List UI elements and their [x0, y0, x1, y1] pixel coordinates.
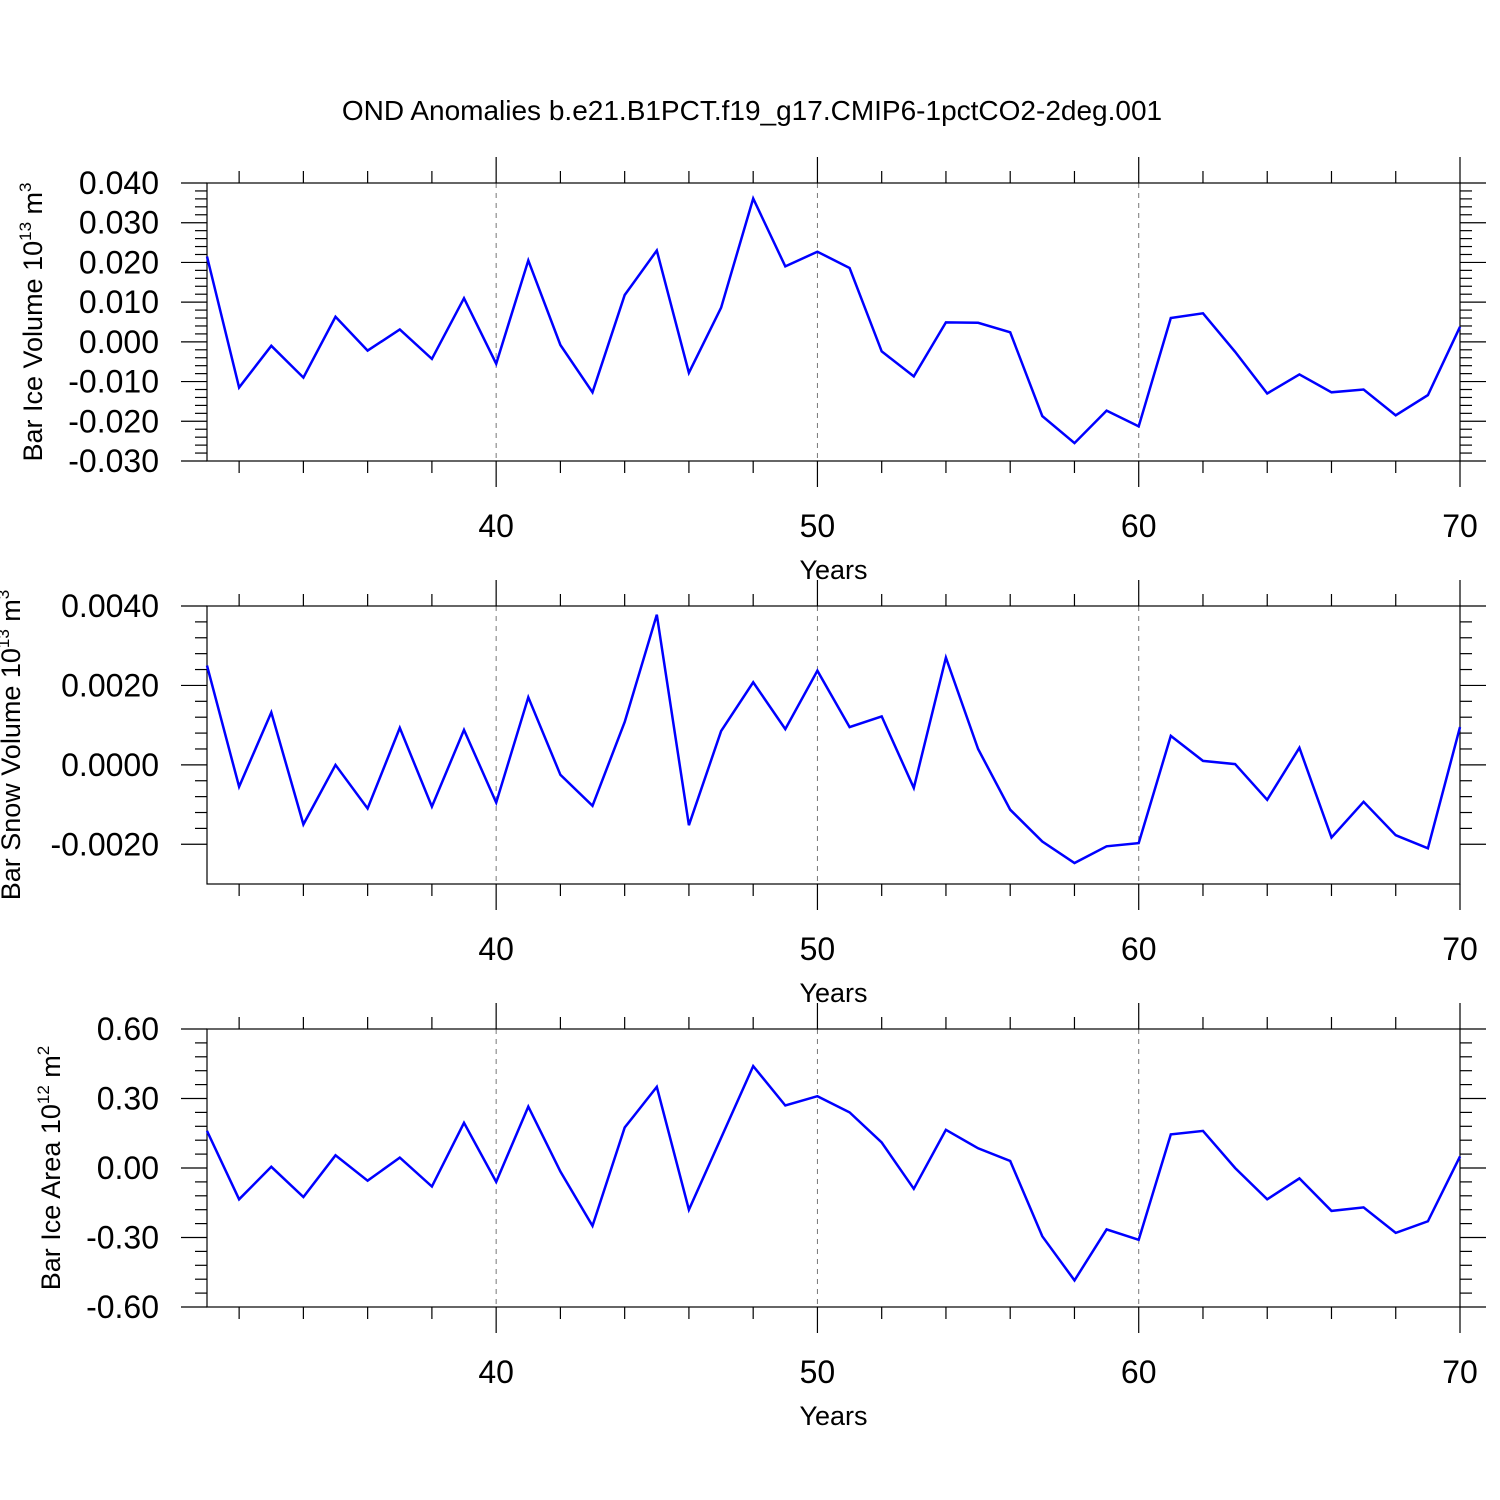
y-tick-label: -0.030 [68, 443, 159, 479]
x-tick-label: 70 [1442, 1354, 1478, 1390]
y-tick-label: -0.60 [86, 1289, 159, 1325]
x-tick-label: 70 [1442, 508, 1478, 544]
series-line-1 [205, 194, 1462, 445]
x-tick-label: 40 [478, 931, 514, 967]
y-tick-label: -0.0020 [50, 826, 159, 862]
x-tick-label: 50 [800, 1354, 836, 1390]
y-tick-label: 0.020 [79, 244, 159, 280]
y-tick-label: 0.000 [79, 324, 159, 360]
series-line-1 [205, 614, 1462, 865]
plot-frame [206, 182, 1461, 462]
x-tick-label: 70 [1442, 931, 1478, 967]
x-tick-label: 40 [478, 1354, 514, 1390]
y-tick-label: 0.010 [79, 284, 159, 320]
y-axis-title: Bar Snow Volume 1013 m3 [0, 590, 26, 901]
y-tick-label: 0.30 [97, 1081, 159, 1117]
series-line-1 [205, 1063, 1462, 1283]
y-tick-label: -0.30 [86, 1220, 159, 1256]
y-tick-label: 0.040 [79, 165, 159, 201]
y-tick-label: 0.0020 [61, 667, 159, 703]
y-tick-label: 0.0040 [61, 588, 159, 624]
x-tick-label: 50 [800, 931, 836, 967]
x-tick-label: 60 [1121, 931, 1157, 967]
plot-frame [206, 605, 1461, 885]
chart-title: OND Anomalies b.e21.B1PCT.f19_g17.CMIP6-… [342, 95, 1162, 126]
x-axis-title: Years [799, 1401, 867, 1431]
y-axis-title: Bar Ice Area 1012 m2 [34, 1046, 66, 1291]
x-axis-title: Years [799, 555, 867, 585]
panel-3: -0.60 -0.30 0.00 0.30 0.60 40 50 60 70 Years Bar I… [34, 1003, 1486, 1431]
x-tick-label: 60 [1121, 1354, 1157, 1390]
x-axis-title: Years [799, 978, 867, 1008]
x-tick-label: 60 [1121, 508, 1157, 544]
y-tick-label: -0.020 [68, 403, 159, 439]
y-axis-title: Bar Ice Volume 1013 m3 [16, 182, 48, 461]
plot-frame [206, 1028, 1461, 1308]
y-tick-label: 0.030 [79, 205, 159, 241]
y-tick-label: -0.010 [68, 364, 159, 400]
y-tick-label: 0.0000 [61, 747, 159, 783]
y-tick-label: 0.60 [97, 1011, 159, 1047]
x-tick-label: 40 [478, 508, 514, 544]
y-tick-label: 0.00 [97, 1150, 159, 1186]
x-tick-label: 50 [800, 508, 836, 544]
panel-2: -0.0020 0.0000 0.0020 0.0040 40 50 60 70 Years Ba… [0, 580, 1486, 1008]
